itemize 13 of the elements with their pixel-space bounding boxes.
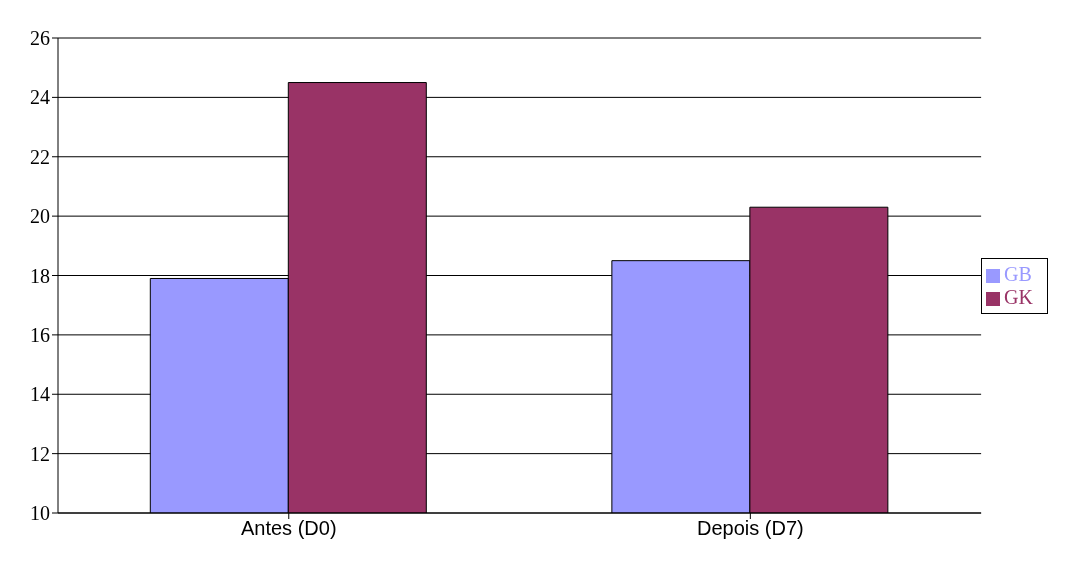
y-tick-label: 22: [30, 145, 50, 168]
y-tick-label: 20: [30, 205, 50, 228]
x-tick-label: Depois (D7): [696, 517, 804, 540]
y-tick-label: 18: [30, 264, 50, 287]
x-tick-label: Antes (D0): [240, 517, 337, 540]
y-tick-label: 24: [30, 86, 50, 109]
y-tick-label: 10: [30, 502, 50, 525]
y-tick-label: 14: [30, 383, 50, 406]
y-tick-label: 16: [30, 323, 50, 346]
y-tick-label: 26: [30, 27, 50, 50]
legend-label: GB: [1004, 262, 1032, 285]
y-tick-label: 12: [30, 442, 50, 465]
legend-label: GK: [1004, 285, 1033, 308]
